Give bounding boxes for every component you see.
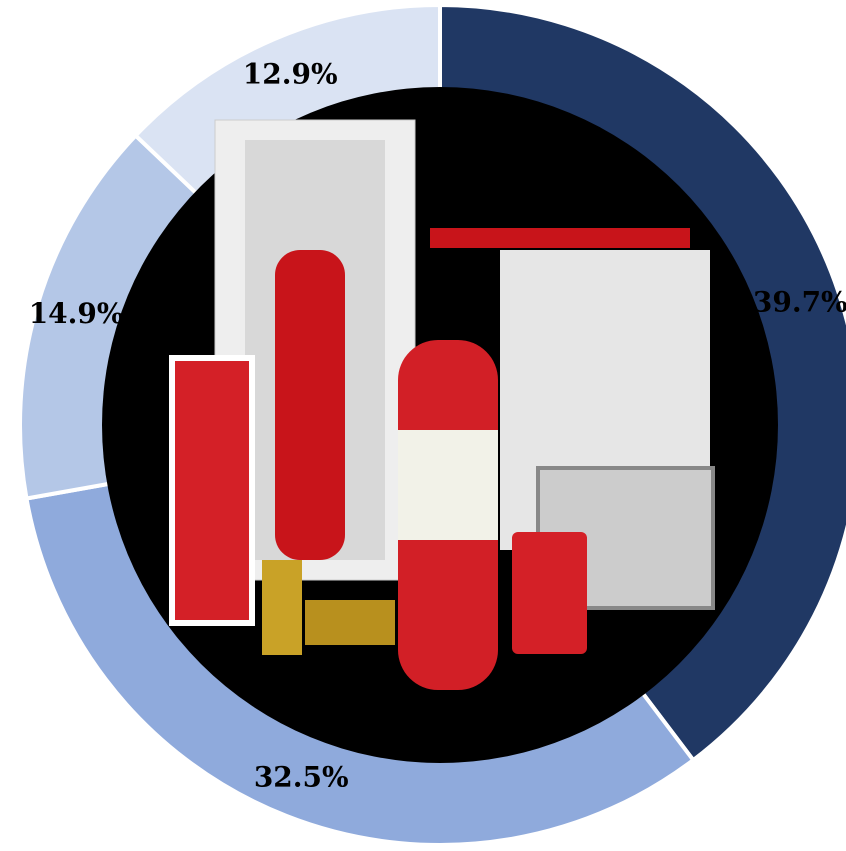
nozzle-2 <box>305 600 395 645</box>
nozzle <box>262 560 302 655</box>
instructions-label <box>398 430 498 540</box>
fire-sign <box>172 358 252 623</box>
data-label: 39.7% <box>753 286 846 319</box>
data-label: 12.9% <box>243 57 338 90</box>
chart: 39.7% 32.5% 14.9% 12.9% <box>0 0 846 851</box>
center-image <box>102 87 778 763</box>
page: {"chart_data": {"type": "donut", "values… <box>0 0 846 851</box>
pull-station <box>512 532 587 654</box>
hose-rack <box>430 228 690 248</box>
data-label: 14.9% <box>29 297 124 330</box>
extinguisher-small <box>275 250 345 560</box>
data-label: 32.5% <box>254 760 349 793</box>
